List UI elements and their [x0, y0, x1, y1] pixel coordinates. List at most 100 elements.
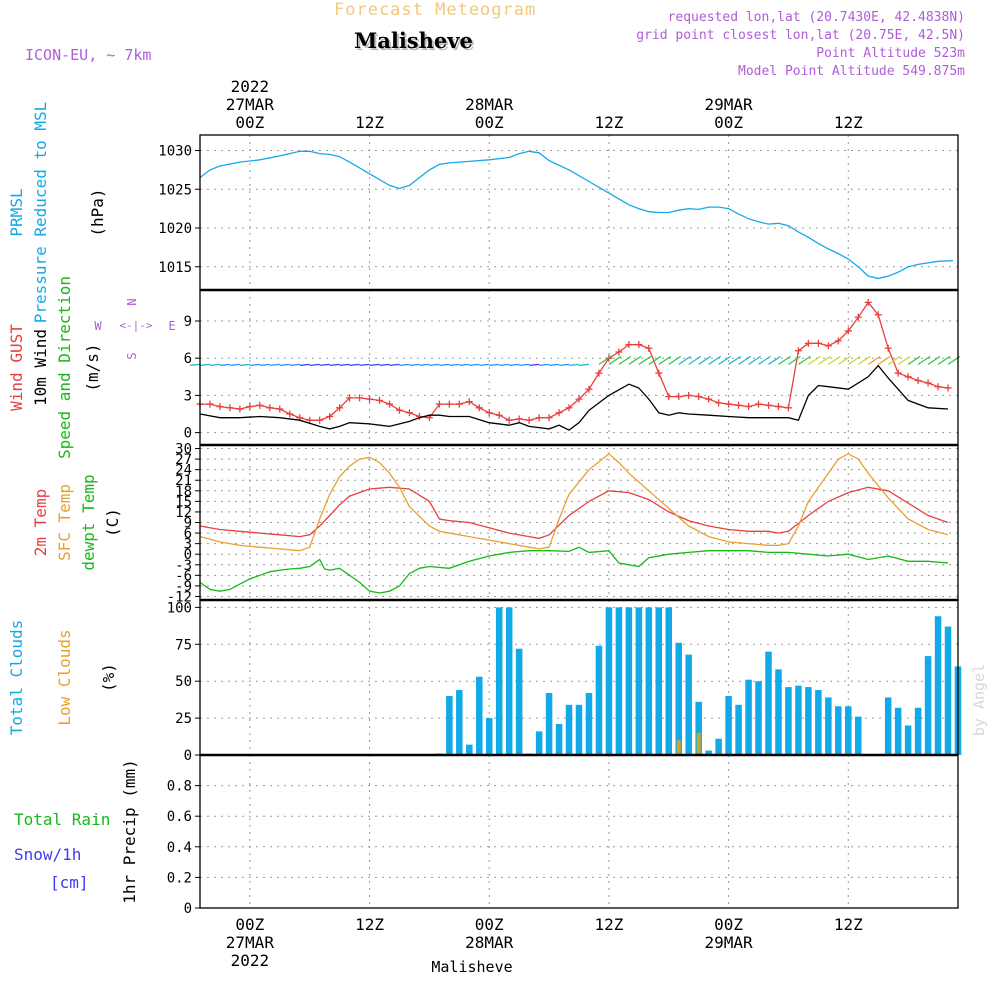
wind-vector-arrow — [558, 363, 570, 366]
y-tick-label: 15 — [175, 494, 192, 510]
wind-vector-arrow — [897, 355, 911, 365]
total-clouds-bar — [705, 750, 712, 755]
wind-vector-arrow — [568, 363, 580, 366]
gust-marker — [864, 298, 872, 306]
gust-marker — [655, 369, 663, 377]
y-tick-label: 6 — [184, 351, 192, 367]
requested-coords: requested lon,lat (20.7430E, 42.4838N) — [667, 10, 965, 25]
wind-vector-arrow — [319, 363, 330, 366]
time-axis-top-date: 29MAR — [705, 95, 754, 114]
gust-marker — [256, 401, 264, 409]
gust-marker — [685, 391, 693, 399]
wind-vector-arrow — [329, 363, 340, 366]
wind-vector-arrow — [449, 363, 460, 366]
wind-vector-arrow — [439, 363, 450, 366]
total-clouds-bar — [715, 738, 722, 755]
wind-vector-arrow — [628, 355, 642, 365]
total-clouds-bar — [924, 656, 932, 755]
total-clouds-bar — [575, 704, 583, 755]
wind-vector-arrow — [768, 355, 781, 365]
wind-vector-arrow — [847, 355, 861, 365]
page-title: Forecast Meteogram — [334, 0, 537, 20]
y-tick-label: 0 — [184, 748, 192, 764]
wind-vector-arrow — [618, 355, 632, 365]
gust-marker — [505, 416, 513, 424]
wind-vector-arrow — [788, 355, 801, 365]
wind-vector-arrow — [598, 355, 612, 365]
wind-vector-arrow — [199, 363, 211, 366]
wind-vector-arrow — [239, 363, 250, 366]
compass-east: E — [168, 319, 175, 333]
panel-axis-label: Wind GUST — [7, 324, 26, 411]
gust-marker — [834, 337, 842, 345]
wind-vector-arrow — [887, 355, 901, 365]
wind-vector-arrow — [269, 363, 280, 366]
time-axis-top-tick: 12Z — [355, 113, 384, 132]
time-axis-bottom-tick: 00Z — [714, 915, 743, 934]
total-clouds-bar — [815, 690, 822, 755]
gust-marker — [226, 404, 234, 412]
total-clouds-bar — [476, 676, 483, 755]
total-clouds-bar — [565, 704, 573, 755]
y-tick-label: 0 — [184, 547, 192, 563]
gust-marker — [944, 384, 952, 392]
gust-marker — [794, 347, 802, 355]
wind-vector-arrow — [927, 355, 941, 365]
wind-vector-arrow — [798, 355, 811, 365]
gust-marker — [495, 411, 503, 419]
y-tick-label: 0 — [184, 426, 192, 442]
panel-axis-label: Pressure Reduced to MSL — [31, 102, 50, 324]
total-clouds-bar — [835, 706, 842, 755]
gust-marker — [695, 393, 703, 401]
panel-1: 1015 1020 1025 1030 — [158, 134, 959, 291]
total-clouds-bar — [765, 651, 772, 755]
gust-marker — [475, 404, 483, 412]
total-clouds-bar — [884, 697, 892, 755]
total-clouds-bar — [735, 704, 742, 755]
gust-marker — [376, 396, 384, 404]
time-axis-bottom-tick: 00Z — [475, 915, 504, 934]
wind-vector-arrow — [748, 355, 761, 365]
gust-marker — [914, 377, 922, 385]
gust-marker — [735, 401, 743, 409]
wind-vector-arrow — [509, 363, 520, 366]
total-clouds-bar — [466, 744, 473, 755]
wind-vector-arrow — [299, 363, 310, 366]
total-clouds-bar — [555, 724, 563, 755]
wind-vector-arrow — [837, 355, 851, 365]
gust-marker — [924, 379, 932, 387]
y-tick-label: 0.6 — [167, 809, 192, 825]
wind-vector-arrow — [688, 355, 702, 365]
low-clouds-bar — [696, 732, 701, 755]
wind-vector-arrow — [419, 363, 430, 366]
wind-vector-arrow — [479, 363, 490, 366]
gust-marker — [615, 348, 623, 356]
series-line — [199, 546, 949, 594]
wind-vector-arrow — [668, 355, 682, 365]
gust-marker — [336, 404, 344, 412]
gust-marker — [356, 394, 364, 402]
wind-vector-arrow — [349, 363, 360, 366]
y-tick-label: 9 — [184, 314, 192, 330]
y-tick-label: 30 — [175, 442, 192, 458]
wind-vector-arrow — [219, 363, 230, 366]
y-tick-label: 3 — [184, 388, 192, 404]
wind-vector-arrow — [778, 355, 791, 365]
gust-marker — [675, 393, 683, 401]
total-clouds-bar — [944, 626, 952, 755]
series-line — [199, 150, 954, 280]
panel-5: 0 0.2 0.4 0.6 0.8 — [167, 754, 959, 917]
total-clouds-bar — [914, 707, 922, 755]
gust-marker — [625, 341, 633, 349]
grid-point-coords: grid point closest lon,lat (20.75E, 42.5… — [636, 28, 965, 43]
gust-marker — [635, 341, 643, 349]
y-tick-label: 3 — [184, 537, 192, 553]
y-tick-label: 9 — [184, 516, 192, 532]
total-clouds-bar — [655, 607, 663, 755]
total-clouds-bar — [695, 701, 702, 755]
watermark: by Angel — [970, 664, 988, 736]
gust-marker — [565, 404, 573, 412]
gust-marker — [386, 400, 393, 408]
wind-vector-arrow — [548, 363, 560, 366]
